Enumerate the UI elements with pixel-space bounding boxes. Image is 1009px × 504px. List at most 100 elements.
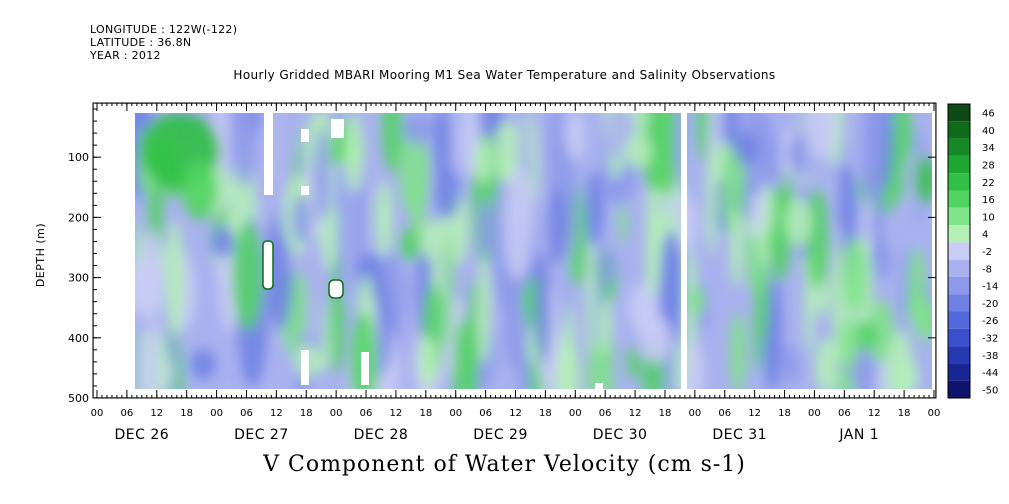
colorbar-label: -8 <box>982 264 992 275</box>
data-gap <box>301 350 309 385</box>
x-tick-label: 06 <box>121 408 134 419</box>
field-blob <box>337 168 347 303</box>
colorbar-label: 46 <box>982 109 995 120</box>
colorbar-label: 40 <box>982 126 995 137</box>
heatmap-chart: 00 06 12 18 00 06 12 18 00 06 12 18 00 06 12 18 00 06 12 18… <box>34 102 998 443</box>
colorbar-swatch <box>948 207 970 226</box>
x-day-label: DEC 27 <box>234 427 289 443</box>
field-blob <box>806 103 837 161</box>
field-blob <box>706 152 717 256</box>
x-tick-label: 18 <box>419 408 432 419</box>
colorbar-swatch <box>948 242 970 260</box>
x-tick-label: 00 <box>688 408 701 419</box>
field-blob <box>854 320 878 350</box>
field-blob <box>268 103 299 184</box>
field-blob <box>627 346 640 380</box>
x-day-label: DEC 26 <box>115 427 170 443</box>
data-gap <box>264 113 273 195</box>
field-blob <box>734 133 759 164</box>
data-gap <box>94 389 935 397</box>
colorbar-label: -32 <box>982 333 998 344</box>
y-tick-label: 300 <box>68 272 89 285</box>
colorbar: 46 40 34 28 22 16 10 4 -2 -8 -14 -20 -26 -32 -38 -44 -50 <box>947 103 998 399</box>
field-blob <box>548 188 567 265</box>
field-blob <box>781 344 800 386</box>
field-blob <box>212 226 235 258</box>
colorbar-label: 10 <box>982 212 995 223</box>
field-blob <box>586 342 614 398</box>
colorbar-label: -2 <box>982 247 992 258</box>
x-tick-label: 18 <box>180 408 193 419</box>
velocity-field <box>93 103 936 398</box>
x-tick-label: 18 <box>659 408 672 419</box>
field-blobs <box>122 103 936 398</box>
x-tick-label: 00 <box>928 408 941 419</box>
plot-frame <box>92 102 937 399</box>
field-blob <box>840 318 859 368</box>
field-blob <box>444 233 454 346</box>
x-tick-label: 12 <box>390 408 403 419</box>
data-gap <box>595 383 603 389</box>
x-tick-label: 18 <box>539 408 552 419</box>
x-tick-label: 06 <box>599 408 612 419</box>
field-blob <box>503 165 535 281</box>
field-blob <box>681 340 705 398</box>
colorbar-swatch <box>948 138 970 156</box>
colorbar-swatch <box>948 346 970 364</box>
field-blob <box>291 194 312 244</box>
field-blob <box>782 129 795 193</box>
field-blob <box>696 103 710 161</box>
colorbar-label: -50 <box>982 385 998 396</box>
x-tick-label: 06 <box>479 408 492 419</box>
field-blob <box>157 336 168 396</box>
field-blob <box>374 181 394 257</box>
colorbar-label: 4 <box>982 230 988 241</box>
colorbar-swatch <box>948 121 970 139</box>
field-blob <box>585 170 605 247</box>
colorbar-swatch <box>948 190 970 208</box>
x-day-label: DEC 31 <box>712 427 767 443</box>
x-tick-label: 18 <box>898 408 911 419</box>
field-blob <box>381 103 403 173</box>
data-gap <box>94 104 135 397</box>
colorbar-label: -44 <box>982 368 998 379</box>
colorbar-swatch <box>948 363 970 381</box>
data-gaps <box>94 104 935 397</box>
y-tick-label: 200 <box>68 211 89 224</box>
field-blob <box>182 160 218 220</box>
x-tick-label: 12 <box>629 408 642 419</box>
field-blob <box>420 219 441 261</box>
colorbar-label: 16 <box>982 195 995 206</box>
field-blob <box>598 297 613 358</box>
colorbar-frame <box>947 103 971 399</box>
data-gap <box>328 279 344 299</box>
field-blob <box>758 260 769 342</box>
field-blob <box>861 121 876 205</box>
colorbar-swatch <box>948 294 970 312</box>
field-blob <box>842 238 868 312</box>
field-blob <box>477 198 493 256</box>
field-blob <box>886 331 913 398</box>
x-tick-label: 06 <box>718 408 731 419</box>
colorbar-swatch <box>948 155 970 174</box>
x-tick-label: 00 <box>808 408 821 419</box>
field-blob <box>165 220 185 338</box>
field-blob <box>402 112 433 145</box>
data-gap <box>301 186 309 195</box>
x-tick-label: 12 <box>150 408 163 419</box>
x-tick-label: 18 <box>300 408 313 419</box>
colorbar-title: V Component of Water Velocity (cm s-1) <box>263 452 746 477</box>
field-blob <box>586 238 597 370</box>
field-blob <box>805 187 830 290</box>
x-tick-label: 06 <box>838 408 851 419</box>
field-blob <box>814 339 839 395</box>
colorbar-label: -38 <box>982 351 998 362</box>
data-gap <box>331 119 344 138</box>
year-label: YEAR : 2012 <box>90 49 161 62</box>
data-gap <box>932 104 935 397</box>
field-blob <box>870 241 893 281</box>
x-day-label: DEC 28 <box>354 427 409 443</box>
colorbar-swatch <box>948 276 970 295</box>
colorbar-swatch <box>948 104 970 122</box>
field-blob <box>915 155 935 205</box>
